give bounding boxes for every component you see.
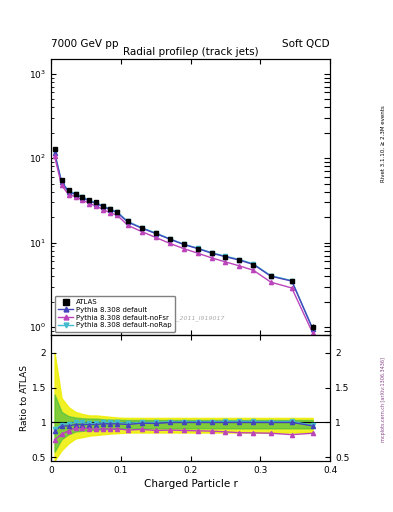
Text: Soft QCD: Soft QCD: [283, 38, 330, 49]
Legend: ATLAS, Pythia 8.308 default, Pythia 8.308 default-noFsr, Pythia 8.308 default-no: ATLAS, Pythia 8.308 default, Pythia 8.30…: [55, 295, 175, 332]
Text: ATLAS_2011_I919017: ATLAS_2011_I919017: [157, 316, 224, 322]
Text: 7000 GeV pp: 7000 GeV pp: [51, 38, 119, 49]
X-axis label: Charged Particle r: Charged Particle r: [144, 479, 237, 489]
Text: mcplots.cern.ch [arXiv:1306.3436]: mcplots.cern.ch [arXiv:1306.3436]: [381, 357, 386, 442]
Text: Rivet 3.1.10, ≥ 2.3M events: Rivet 3.1.10, ≥ 2.3M events: [381, 105, 386, 182]
Title: Radial profileρ (track jets): Radial profileρ (track jets): [123, 47, 259, 57]
Y-axis label: Ratio to ATLAS: Ratio to ATLAS: [20, 365, 29, 431]
